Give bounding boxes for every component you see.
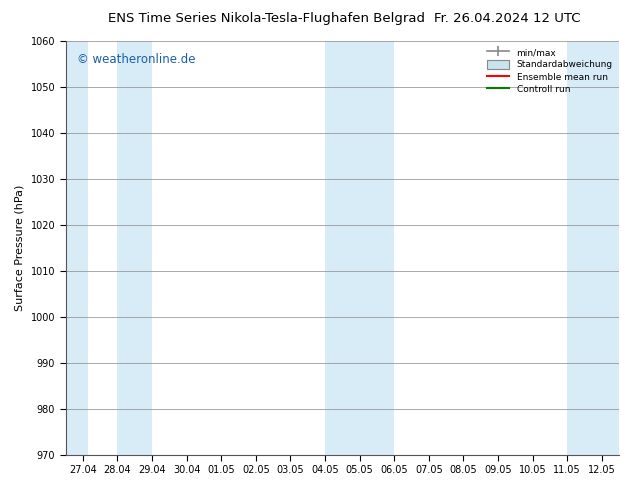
Bar xyxy=(117,41,152,455)
Bar xyxy=(325,41,359,455)
Text: ENS Time Series Nikola-Tesla-Flughafen Belgrad: ENS Time Series Nikola-Tesla-Flughafen B… xyxy=(108,12,425,25)
Bar xyxy=(359,41,394,455)
Text: © weatheronline.de: © weatheronline.de xyxy=(77,53,195,67)
Bar xyxy=(65,41,88,455)
Y-axis label: Surface Pressure (hPa): Surface Pressure (hPa) xyxy=(15,185,25,311)
Legend: min/max, Standardabweichung, Ensemble mean run, Controll run: min/max, Standardabweichung, Ensemble me… xyxy=(483,44,616,98)
Text: Fr. 26.04.2024 12 UTC: Fr. 26.04.2024 12 UTC xyxy=(434,12,581,25)
Bar xyxy=(567,41,619,455)
